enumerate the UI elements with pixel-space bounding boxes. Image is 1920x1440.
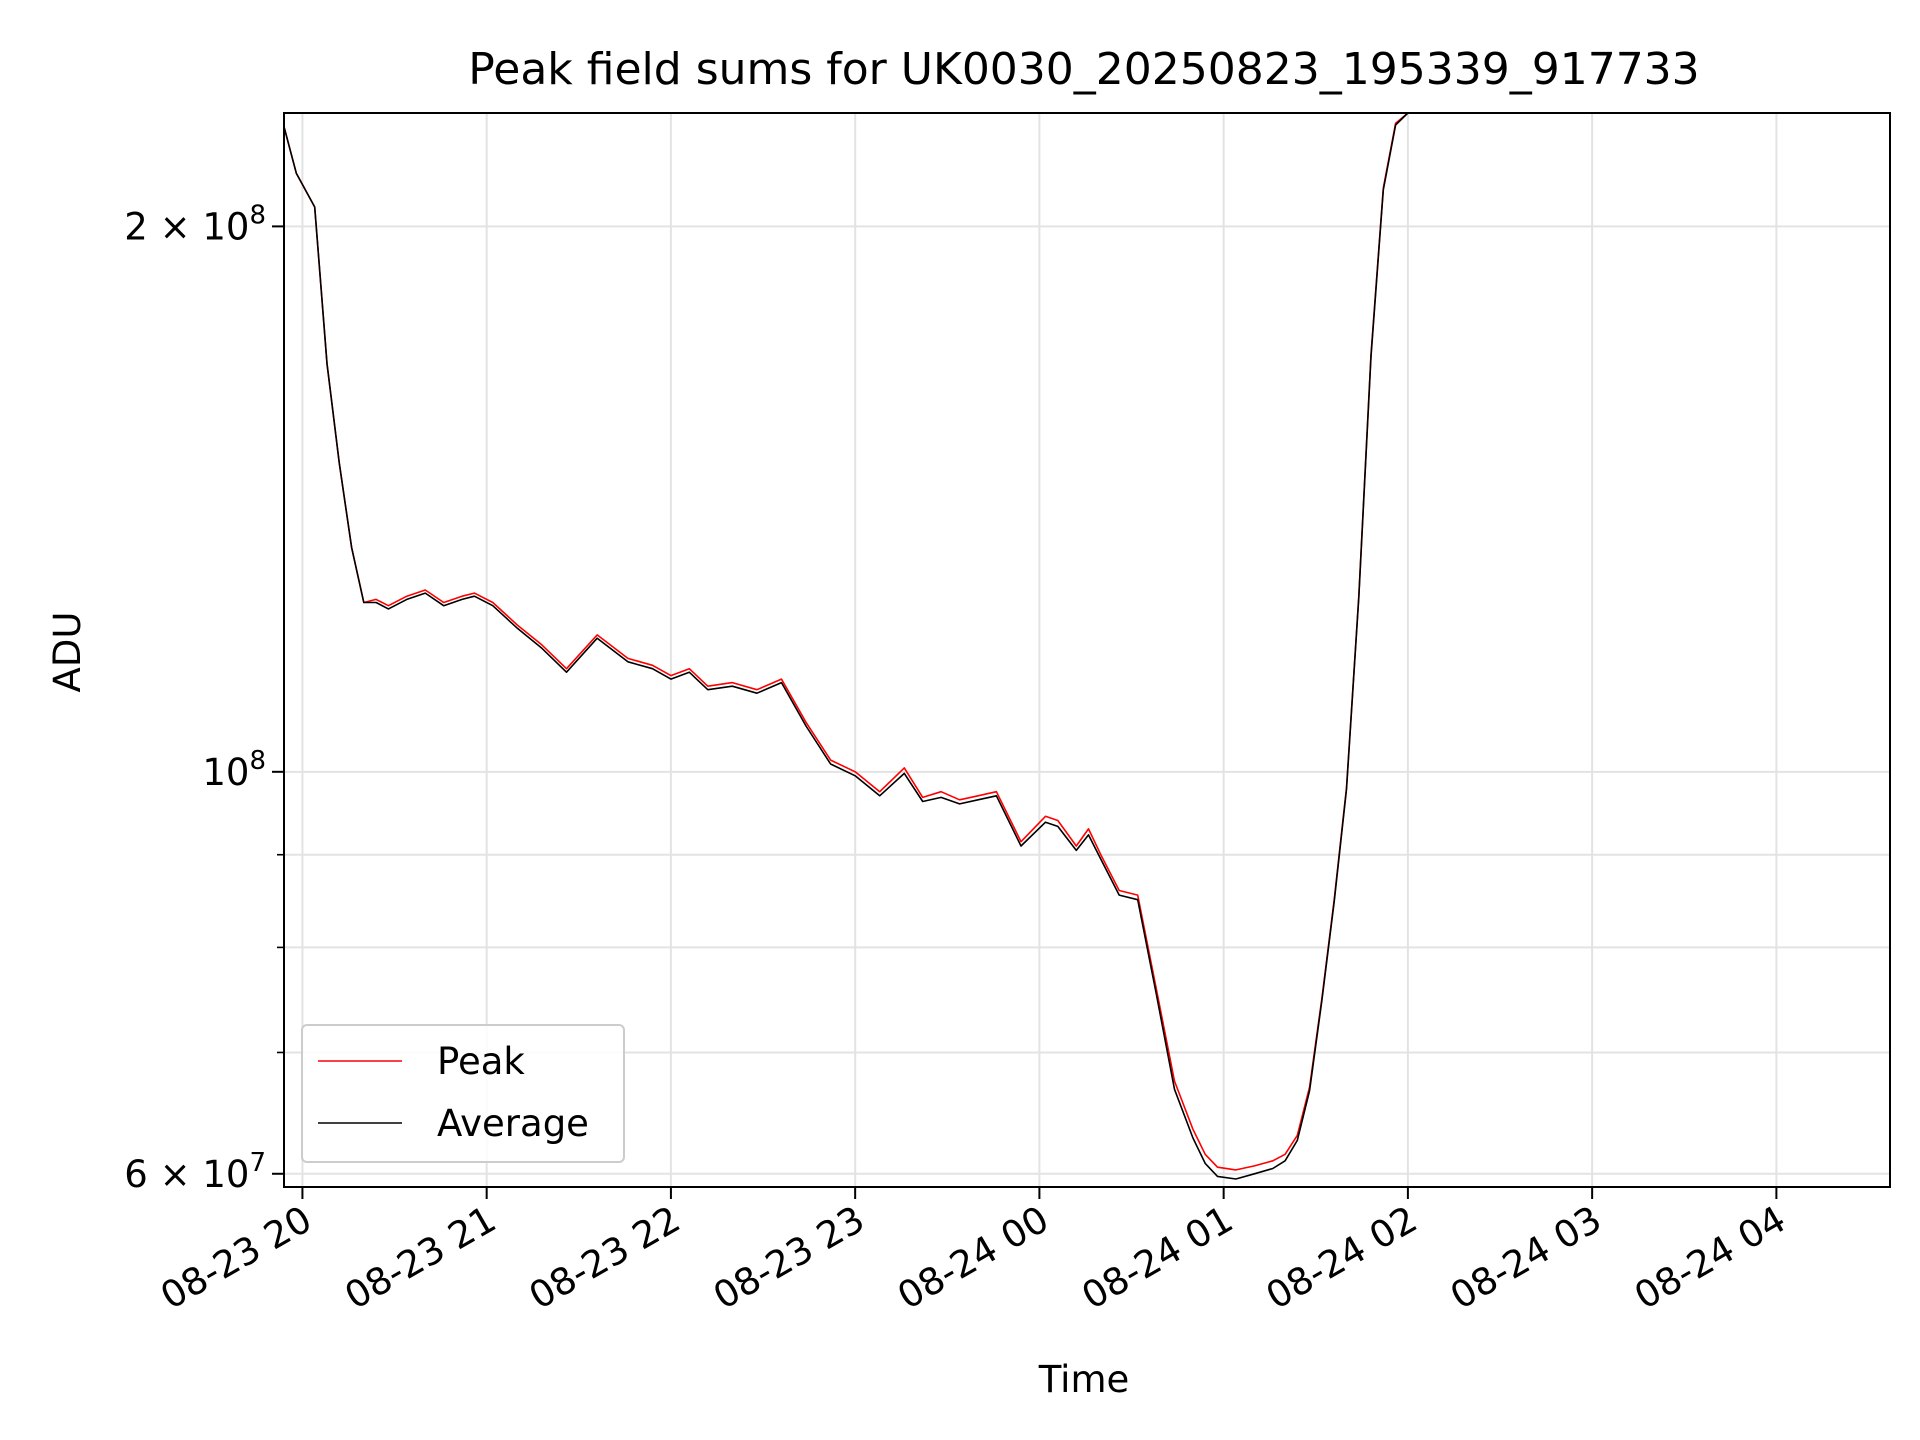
grid bbox=[284, 113, 1890, 1187]
legend-label-average: Average bbox=[437, 1102, 589, 1145]
plot-frame bbox=[283, 112, 1891, 1188]
x-axis-label: Time bbox=[1038, 1358, 1130, 1401]
y-tick-label: 2 × 108 bbox=[124, 200, 266, 248]
chart-title: Peak field sums for UK0030_20250823_1953… bbox=[468, 44, 1699, 95]
y-tick-label: 108 bbox=[202, 746, 266, 794]
y-axis: 6 × 107 108 2 × 108 bbox=[124, 200, 284, 1196]
legend-box bbox=[301, 1024, 625, 1163]
legend: Peak Average bbox=[301, 1024, 625, 1163]
y-tick-label: 6 × 107 bbox=[124, 1148, 266, 1196]
legend-label-peak: Peak bbox=[437, 1040, 525, 1083]
y-axis-label: ADU bbox=[46, 612, 89, 693]
